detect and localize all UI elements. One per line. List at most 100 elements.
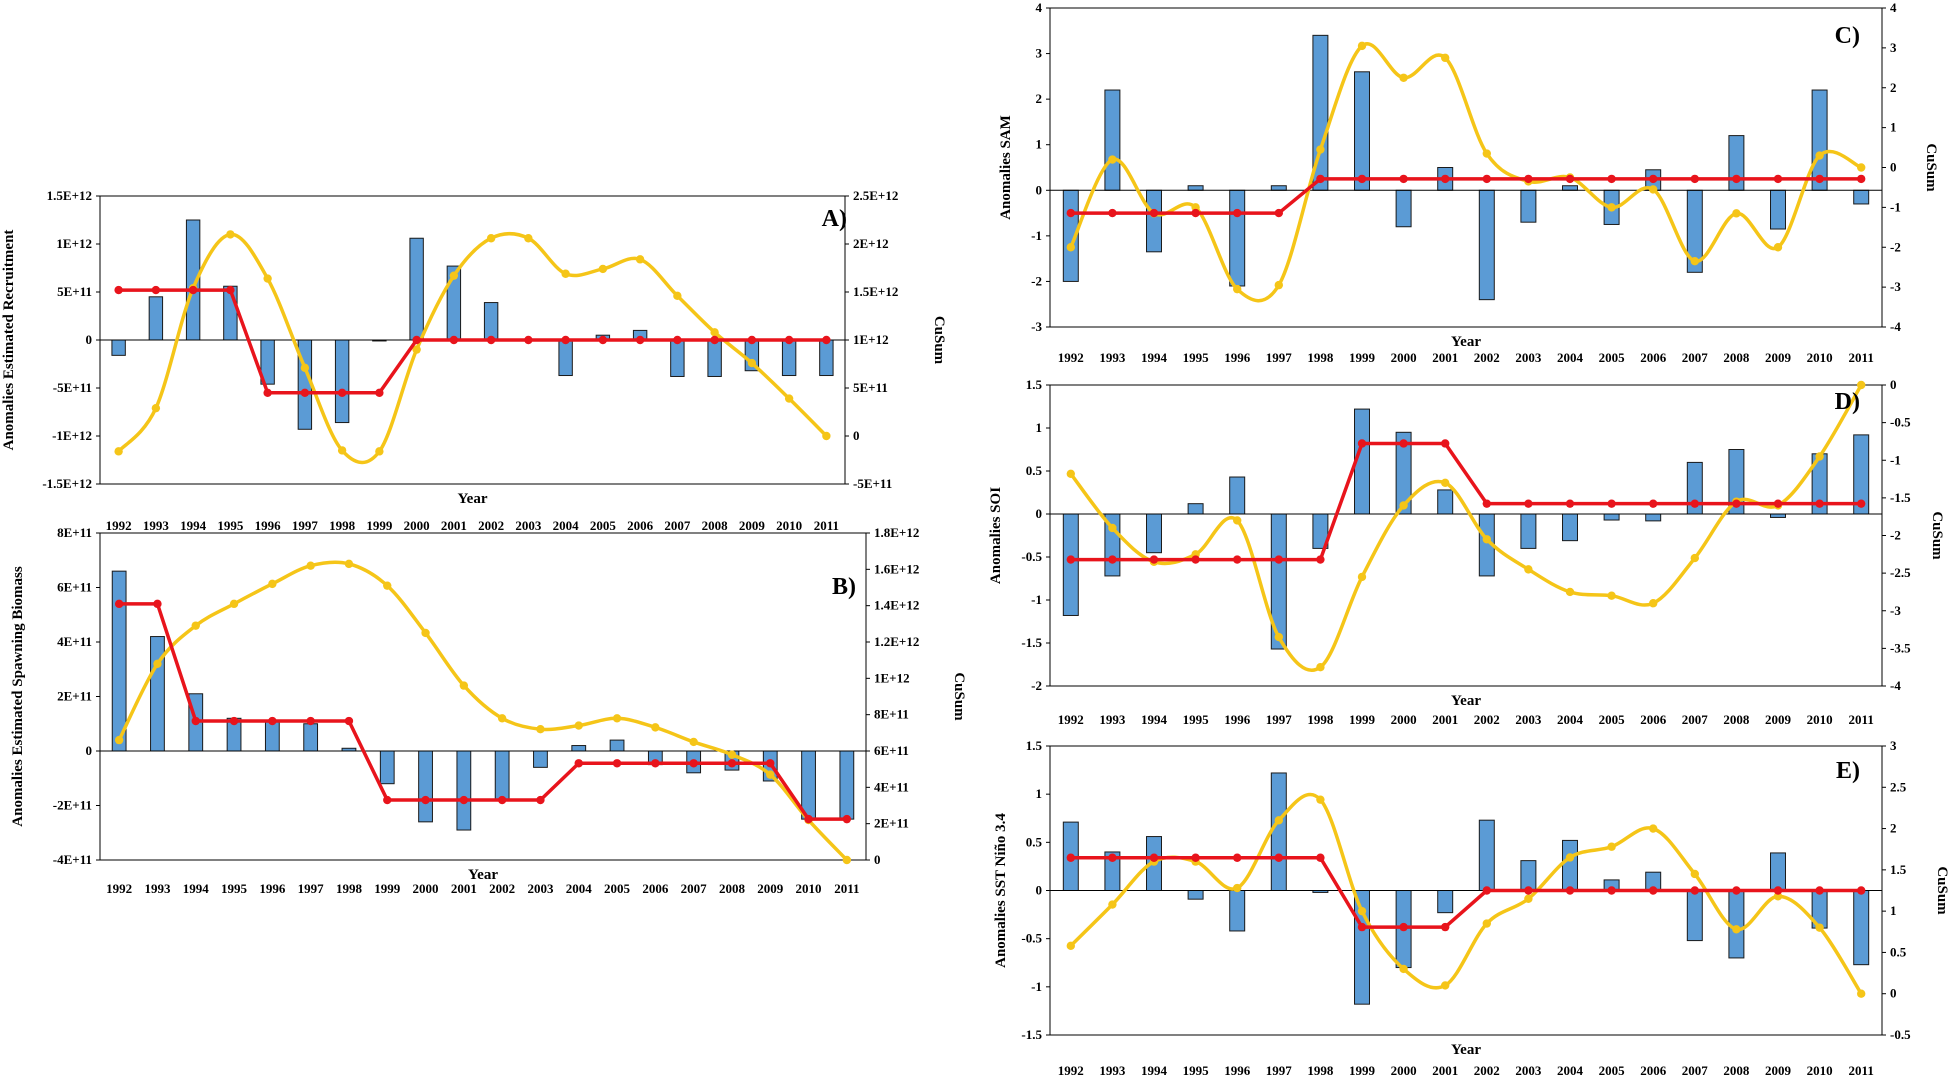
x-tick-label: 2003 (515, 518, 542, 533)
y-axis-label: Anomalies Estimated Spawning Biomass (10, 566, 26, 827)
x-axis-label: Year (458, 491, 488, 507)
cusum-point (842, 855, 852, 865)
y2-axis-label: CuSum (1934, 866, 1950, 915)
regime-point (226, 285, 235, 295)
x-tick-label: 2001 (451, 881, 477, 896)
cusum-point (1399, 501, 1408, 510)
y2-tick-label: 0 (1890, 377, 1897, 392)
chart-d: 1.5 1 0.5 0 -0.5 -1 -1.5 -2 0 -0.5 -1 -1.5 -2 -2.5 -3 -… (988, 377, 1945, 727)
regime-point (747, 335, 757, 345)
regime-point (1108, 555, 1117, 564)
y-tick-label: 1 (1036, 786, 1043, 801)
cusum-point (1482, 149, 1492, 158)
y2-tick-label: 6E+11 (874, 743, 909, 758)
y-tick-label: 0 (1036, 883, 1043, 898)
cusum-point (536, 725, 545, 734)
regime-point (1524, 174, 1533, 184)
anomaly-bar (1270, 772, 1287, 891)
regime-point (1524, 499, 1533, 508)
cusum-point (114, 735, 124, 745)
y2-tick-label: 0 (1890, 986, 1897, 1001)
anomaly-bar (1562, 839, 1578, 892)
regime-point (710, 335, 719, 345)
cusum-point (191, 621, 200, 630)
cusum-point (1066, 941, 1076, 951)
x-tick-label: 2008 (1723, 712, 1750, 727)
cusum-point (1066, 243, 1076, 252)
cusum-point (1690, 869, 1700, 879)
x-tick-label: 1999 (1349, 712, 1376, 727)
y2-tick-label: -1 (1890, 199, 1901, 214)
cusum-point (1233, 516, 1242, 525)
x-tick-label: 2004 (566, 881, 593, 896)
plot-frame (1049, 384, 1883, 687)
regime-point (486, 335, 496, 345)
y2-tick-label: 2E+11 (874, 816, 909, 831)
y-tick-label: 4E+11 (57, 634, 92, 649)
x-tick-label: 1996 (255, 518, 282, 533)
x-axis-label: Year (1451, 693, 1481, 709)
regime-point (1316, 555, 1325, 564)
regime-point (268, 716, 277, 726)
x-tick-label: 1996 (259, 881, 286, 896)
regime-point (1441, 922, 1450, 932)
x-axis-label: Year (1451, 1042, 1481, 1058)
regime-point (1815, 174, 1824, 184)
y2-axis-label: CuSum (1929, 511, 1945, 560)
regime-point (536, 795, 545, 805)
regime-point (1857, 499, 1866, 508)
regime-point (337, 388, 347, 397)
anomaly-bar (533, 750, 548, 768)
regime-point (1482, 499, 1492, 508)
regime-point (1149, 208, 1159, 218)
x-tick-label: 1995 (217, 518, 244, 533)
y2-tick-label: 0 (853, 428, 860, 443)
x-tick-label: 1999 (374, 881, 401, 896)
regime-point (1357, 439, 1367, 448)
x-tick-label: 2010 (1807, 712, 1833, 727)
x-tick-label: 2011 (1849, 1063, 1874, 1078)
x-tick-label: 2001 (1432, 712, 1458, 727)
y2-tick-label: 1.2E+12 (874, 634, 919, 649)
y-tick-label: 1.5E+12 (47, 188, 92, 203)
x-tick-label: 1992 (1058, 1063, 1084, 1078)
cusum-point (1357, 41, 1367, 51)
y-tick-label: -3 (1031, 319, 1042, 334)
cusum-point (689, 737, 698, 747)
regime-point (1524, 886, 1533, 895)
regime-point (1441, 174, 1450, 184)
y2-tick-label: 2.5 (1890, 779, 1907, 794)
cusum-point (263, 274, 272, 283)
cusum-point (449, 271, 459, 280)
regime-point (561, 335, 570, 345)
cusum-point (1607, 591, 1616, 600)
x-tick-label: 1998 (1307, 350, 1334, 365)
regime-point (1233, 555, 1242, 564)
y2-tick-label: 0 (1890, 160, 1897, 175)
regime-point (1607, 886, 1616, 895)
x-tick-label: 2010 (1807, 350, 1833, 365)
y2-tick-label: -3.5 (1890, 640, 1911, 655)
regime-point (1857, 174, 1866, 184)
y-axis-label: Anomalies SST Niño 3.4 (993, 813, 1009, 968)
cusum-point (375, 447, 384, 456)
x-tick-label: 2011 (1849, 712, 1874, 727)
regime-point (822, 335, 831, 345)
x-tick-label: 2011 (814, 518, 839, 533)
cusum-point (1649, 824, 1658, 833)
y-tick-label: -0.5 (1021, 931, 1042, 946)
anomaly-bar (571, 745, 587, 752)
x-tick-label: 1996 (1224, 712, 1251, 727)
x-tick-label: 2006 (1640, 712, 1667, 727)
cusum-point (1233, 883, 1242, 893)
x-tick-label: 1993 (1099, 712, 1126, 727)
x-tick-label: 2008 (719, 881, 746, 896)
regime-point (673, 335, 682, 345)
cusum-point (1316, 795, 1325, 804)
x-tick-label: 1998 (336, 881, 363, 896)
x-tick-label: 2002 (489, 881, 515, 896)
anomaly-bar (1770, 852, 1786, 891)
x-tick-label: 1996 (1224, 1063, 1251, 1078)
cusum-point (1607, 203, 1616, 212)
x-tick-label: 1998 (329, 518, 356, 533)
